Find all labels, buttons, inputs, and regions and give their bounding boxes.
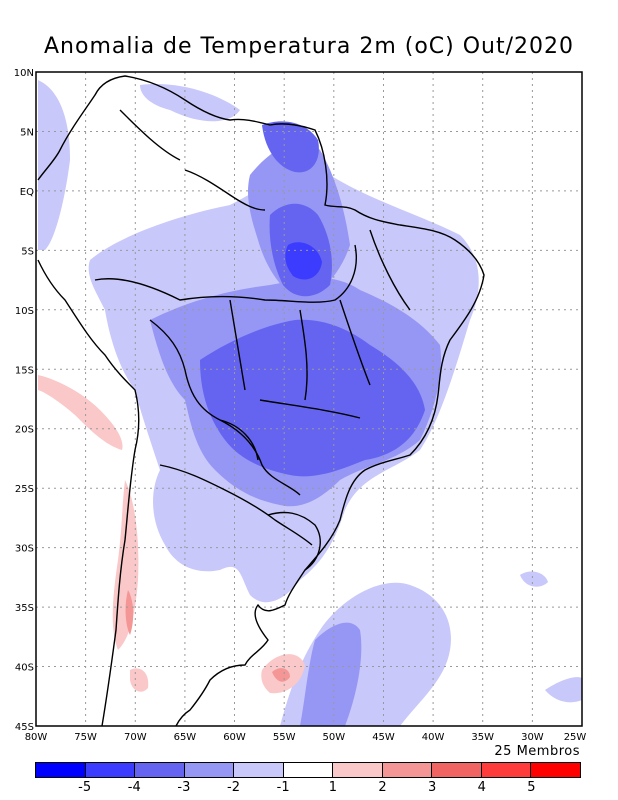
colorbar-label: -4 — [127, 780, 141, 795]
colorbar-swatch — [85, 763, 136, 777]
lon-label: 50W — [322, 732, 345, 743]
coastlines-and-borders — [37, 75, 485, 727]
pacific-coast — [37, 259, 140, 727]
anomaly-region-light-red-patagonia — [130, 668, 149, 692]
lon-label: 70W — [124, 732, 147, 743]
colorbar-swatch — [382, 763, 433, 777]
colorbar-swatch — [481, 763, 532, 777]
anomaly-region-light-blue-small — [520, 571, 548, 587]
members-note: 25 Membros — [494, 744, 580, 759]
anomaly-region-light-blue-east — [545, 677, 582, 703]
border-states-2 — [299, 309, 308, 401]
colorbar-label: 3 — [427, 780, 437, 795]
lat-label: 40S — [15, 663, 34, 674]
longitude-labels: 80W 75W 70W 65W 60W 55W 50W 45W 40W 35W … — [25, 732, 587, 743]
lat-label: 5S — [21, 246, 34, 257]
anomaly-region-medium-blue-sw — [300, 622, 362, 726]
anomaly-region-dark-blue — [200, 319, 425, 477]
colorbar-swatch — [234, 763, 284, 777]
border-states-5 — [369, 229, 411, 311]
colorbar-swatch — [432, 763, 482, 777]
lat-label: 20S — [15, 425, 34, 436]
lat-label: 25S — [15, 484, 34, 495]
anomaly-region-strong-blue — [285, 242, 322, 280]
border-venezuela — [119, 109, 181, 161]
colorbar-label: 4 — [477, 780, 486, 795]
lon-label: 35W — [471, 732, 494, 743]
lon-label: 45W — [372, 732, 395, 743]
lat-label: EQ — [20, 187, 34, 198]
grid-lines — [36, 72, 582, 726]
border-paraguay — [219, 419, 301, 496]
colorbar-label: 5 — [527, 780, 536, 795]
lon-label: 25W — [564, 732, 587, 743]
colorbar-label: -1 — [276, 780, 290, 795]
anomaly-region-light-blue-west — [38, 80, 70, 250]
colorbar-swatch — [135, 763, 185, 777]
colorbar-swatch — [184, 763, 235, 777]
colorbar — [35, 762, 581, 778]
anomaly-region-light-red-coast — [38, 375, 123, 450]
lon-label: 80W — [25, 732, 48, 743]
lat-label: 10N — [14, 68, 34, 79]
lat-label: 30S — [15, 544, 34, 555]
colorbar-swatch — [283, 763, 334, 777]
lat-label: 10S — [15, 306, 34, 317]
colorbar-swatch — [333, 763, 383, 777]
anomaly-region-medium-red-ocean — [272, 668, 290, 682]
lon-label: 30W — [521, 732, 544, 743]
colorbar-label: -3 — [177, 780, 191, 795]
colorbar-swatch — [531, 763, 581, 777]
plot-frame — [35, 71, 583, 727]
lon-label: 60W — [223, 732, 246, 743]
border-uruguay — [267, 511, 321, 571]
lat-label: 35S — [15, 603, 34, 614]
lon-label: 55W — [273, 732, 296, 743]
border-states-4 — [259, 399, 361, 419]
latitude-labels: 10N 5N EQ 5S 10S 15S 20S 25S 30S 35S 40S… — [14, 68, 34, 733]
border-argentina — [159, 464, 313, 546]
border-states-1 — [229, 299, 246, 391]
map-title: Anomalia de Temperatura 2m (oC) Out/2020 — [43, 34, 575, 59]
lat-label: 5N — [20, 128, 34, 139]
lat-label: 45S — [15, 722, 34, 733]
border-states-3 — [339, 299, 371, 386]
lon-label: 75W — [74, 732, 97, 743]
border-north — [184, 169, 266, 211]
colorbar-swatch — [36, 763, 86, 777]
anomaly-region-dark-blue-nnorth — [262, 121, 319, 173]
lon-label: 65W — [174, 732, 197, 743]
continent-outline — [37, 75, 485, 727]
colorbar-label: 2 — [378, 780, 387, 795]
anomaly-region-medium-red-chile — [125, 590, 134, 635]
border-bolivia — [149, 319, 259, 461]
lon-label: 40W — [422, 732, 445, 743]
colorbar-label: 1 — [328, 780, 337, 795]
lat-label: 15S — [15, 365, 34, 376]
colorbar-labels: -5 -4 -3 -2 -1 1 2 3 4 5 — [35, 780, 581, 796]
colorbar-label: -5 — [78, 780, 92, 795]
border-brazil — [94, 244, 357, 303]
colorbar-label: -2 — [227, 780, 240, 795]
